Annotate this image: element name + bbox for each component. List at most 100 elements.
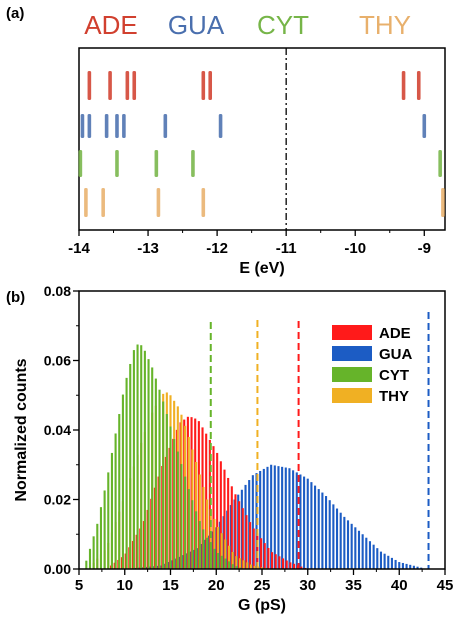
- bar-thy: [253, 565, 256, 569]
- bar-thy: [224, 539, 227, 569]
- bar-cyt: [187, 489, 190, 569]
- bar-gua: [292, 470, 295, 569]
- bar-gua: [405, 563, 408, 569]
- bar-cyt: [213, 548, 216, 569]
- level-mark-gua: [115, 114, 119, 138]
- legend-swatch-gua: [332, 346, 372, 361]
- panel-a-x-axis: -14 -13 -12 -11 -10 -9: [68, 230, 431, 257]
- bar-gua: [350, 523, 353, 569]
- bar-cyt: [220, 555, 223, 569]
- bar-cyt: [85, 560, 88, 569]
- level-mark-gua: [104, 114, 109, 138]
- level-mark-cyt: [78, 150, 83, 177]
- bar-gua: [387, 555, 390, 569]
- x-tick-label: 15: [162, 577, 179, 594]
- energy-levels: [78, 71, 445, 217]
- y-tick-label: 0.08: [44, 283, 71, 299]
- panel-b-y-label: Normalized counts: [13, 358, 30, 501]
- x-tick-label: 25: [254, 577, 271, 594]
- bar-gua: [314, 485, 317, 569]
- x-tick-label: -10: [344, 240, 366, 257]
- bar-gua: [394, 559, 397, 569]
- bar-gua: [416, 566, 419, 569]
- bar-gua: [281, 466, 284, 569]
- bar-gua: [409, 564, 412, 569]
- bar-gua: [376, 548, 379, 569]
- bar-thy: [235, 556, 238, 569]
- panel-a-x-label: E (eV): [239, 260, 284, 277]
- bar-thy: [220, 533, 223, 569]
- bar-thy: [231, 551, 234, 569]
- bar-ade: [300, 566, 303, 569]
- level-mark-ade: [416, 71, 421, 100]
- bar-thy: [238, 558, 242, 569]
- bar-cyt: [118, 414, 121, 569]
- bar-gua: [251, 475, 254, 569]
- level-mark-thy: [156, 188, 161, 217]
- level-mark-ade: [201, 71, 206, 100]
- bar-ade: [285, 560, 288, 569]
- bar-gua: [321, 492, 324, 569]
- bar-thy: [202, 486, 205, 569]
- bar-cyt: [96, 523, 99, 569]
- bar-gua: [284, 467, 287, 569]
- bar-cyt: [195, 511, 198, 569]
- level-mark-ade: [108, 71, 112, 100]
- bar-gua: [379, 551, 382, 569]
- x-tick-label: 5: [75, 577, 83, 594]
- x-tick-label: 20: [208, 577, 225, 594]
- bar-ade: [252, 528, 255, 569]
- bar-cyt: [217, 553, 220, 569]
- y-tick-label: 0.04: [44, 422, 71, 438]
- bar-ade: [241, 508, 244, 569]
- bar-gua: [335, 508, 339, 569]
- bar-thy: [209, 509, 212, 569]
- bar-ade: [278, 556, 281, 569]
- bar-cyt: [231, 564, 234, 569]
- bar-cyt: [110, 452, 113, 569]
- level-mark-gua: [87, 114, 92, 138]
- bar-cyt: [206, 537, 209, 569]
- level-mark-ade: [401, 71, 406, 100]
- panel-b-axes: 5 10 15 20 25 30 35 40 45 0.00 0.02 0.04 0.06 0.08: [44, 283, 454, 594]
- bar-ade: [245, 515, 248, 569]
- bar-cyt: [191, 500, 194, 569]
- bar-gua: [339, 512, 342, 569]
- bar-cyt: [228, 561, 231, 569]
- bar-cyt: [154, 378, 157, 569]
- level-mark-gua: [218, 114, 223, 138]
- y-tick-label: 0.06: [44, 353, 71, 369]
- bar-cyt: [107, 472, 110, 569]
- bar-ade: [230, 486, 233, 569]
- bar-gua: [354, 527, 357, 569]
- legend-label-gua: GUA: [379, 346, 413, 363]
- level-mark-thy: [84, 188, 88, 217]
- panel-a-frame: [78, 47, 446, 231]
- legend-swatch-cyt: [332, 367, 372, 382]
- level-mark-gua: [122, 114, 126, 138]
- bar-cyt: [92, 536, 95, 569]
- bar-ade: [249, 522, 252, 569]
- x-tick-label: 45: [437, 577, 454, 594]
- bar-ade: [238, 501, 241, 569]
- x-tick-label: 35: [345, 577, 362, 594]
- legend-label-ade: ADE: [379, 325, 411, 342]
- panel-a-label: (a): [6, 5, 24, 22]
- y-tick-label: 0.00: [44, 561, 71, 577]
- bar-gua: [288, 468, 291, 569]
- bar-gua: [412, 565, 415, 569]
- bar-cyt: [132, 350, 135, 569]
- bar-cyt: [103, 490, 106, 569]
- bar-gua: [401, 562, 404, 569]
- bar-cyt: [180, 464, 183, 569]
- bar-cyt: [158, 389, 161, 569]
- legend-ade: ADE: [84, 10, 137, 40]
- panel-b-legend: ADE GUA CYT THY: [332, 325, 413, 405]
- bar-gua: [357, 530, 361, 569]
- level-mark-cyt: [154, 150, 159, 177]
- legend-gua: GUA: [168, 10, 225, 40]
- level-mark-ade: [208, 71, 213, 100]
- bar-ade: [274, 554, 277, 569]
- bar-cyt: [129, 363, 132, 569]
